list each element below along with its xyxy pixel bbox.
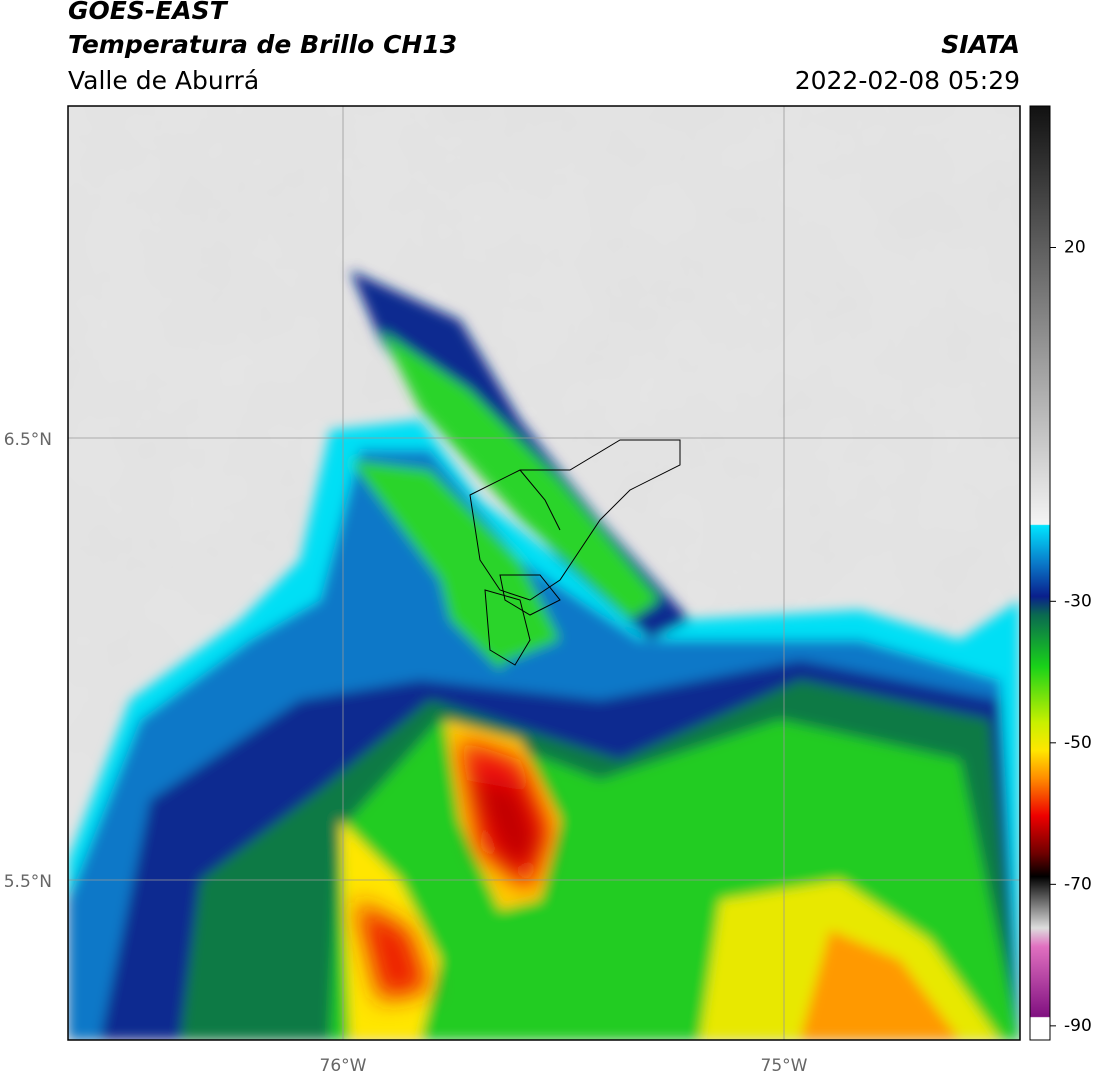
colorbar-tick-label: -30 xyxy=(1064,591,1092,611)
lon-label: 76°W xyxy=(320,1056,367,1076)
source: SIATA xyxy=(941,30,1020,59)
subtitle: Temperatura de Brillo CH13 xyxy=(68,30,457,59)
colorbar-tick-label: -90 xyxy=(1064,1016,1092,1036)
lat-label: 5.5°N xyxy=(4,872,52,892)
region: Valle de Aburrá xyxy=(68,66,259,95)
colorbar xyxy=(1029,105,1051,1041)
colorbar-tick-label: 20 xyxy=(1064,238,1086,258)
graticule xyxy=(68,106,1020,1040)
colorbar-tick-label: -50 xyxy=(1064,733,1092,753)
colorbar-tick-label: -70 xyxy=(1064,874,1092,894)
map-field xyxy=(68,106,1020,1040)
municipality-borders xyxy=(469,439,681,666)
colorbar-ticks: 20 -30 -50 -70 -90 xyxy=(1050,238,1092,1036)
lat-label: 6.5°N xyxy=(4,430,52,450)
datetime: 2022-02-08 05:29 xyxy=(795,66,1020,95)
lon-label: 75°W xyxy=(761,1056,808,1076)
map-frame xyxy=(67,105,1021,1041)
title: GOES-EAST xyxy=(68,0,229,25)
